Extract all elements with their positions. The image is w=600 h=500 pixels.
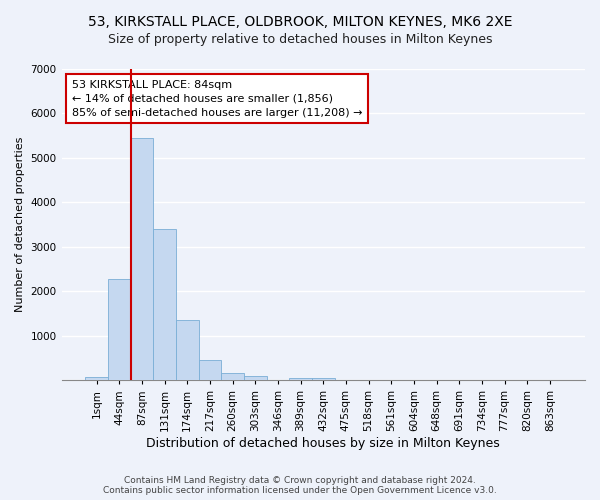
Bar xyxy=(85,378,108,380)
Bar xyxy=(199,360,221,380)
Bar xyxy=(131,138,154,380)
Bar xyxy=(154,229,176,380)
Bar xyxy=(176,320,199,380)
Text: Size of property relative to detached houses in Milton Keynes: Size of property relative to detached ho… xyxy=(108,32,492,46)
Bar xyxy=(312,378,335,380)
Y-axis label: Number of detached properties: Number of detached properties xyxy=(15,137,25,312)
Bar xyxy=(244,376,266,380)
Text: 53, KIRKSTALL PLACE, OLDBROOK, MILTON KEYNES, MK6 2XE: 53, KIRKSTALL PLACE, OLDBROOK, MILTON KE… xyxy=(88,15,512,29)
Text: 53 KIRKSTALL PLACE: 84sqm
← 14% of detached houses are smaller (1,856)
85% of se: 53 KIRKSTALL PLACE: 84sqm ← 14% of detac… xyxy=(72,80,362,118)
X-axis label: Distribution of detached houses by size in Milton Keynes: Distribution of detached houses by size … xyxy=(146,437,500,450)
Text: Contains HM Land Registry data © Crown copyright and database right 2024.
Contai: Contains HM Land Registry data © Crown c… xyxy=(103,476,497,495)
Bar xyxy=(289,378,312,380)
Bar xyxy=(108,279,131,380)
Bar xyxy=(221,372,244,380)
